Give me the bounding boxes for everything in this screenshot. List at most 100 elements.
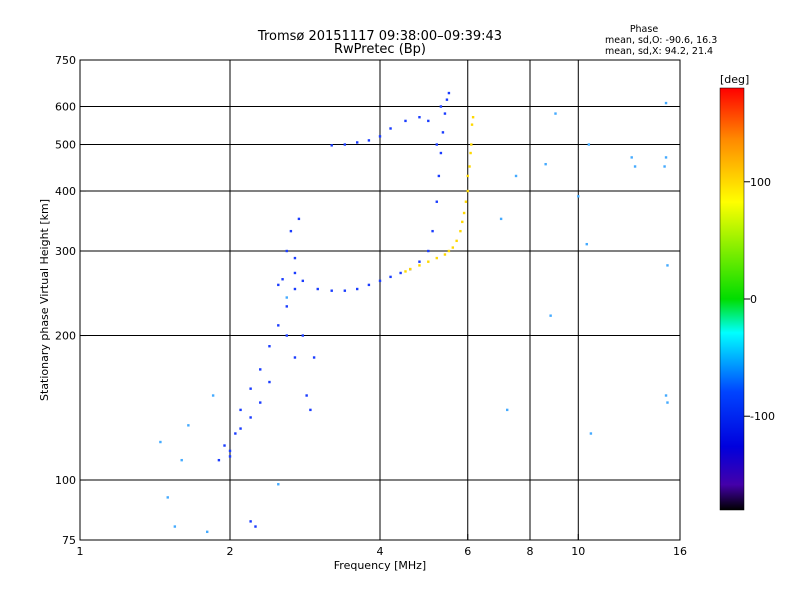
data-point-scattered bbox=[499, 217, 503, 221]
data-point-x bbox=[466, 189, 469, 193]
data-point-o bbox=[367, 283, 371, 287]
data-point-o bbox=[249, 520, 252, 523]
data-point-scattered bbox=[663, 165, 666, 168]
data-point-scattered bbox=[630, 156, 633, 159]
data-point-x bbox=[404, 270, 407, 273]
data-point-scattered bbox=[664, 394, 668, 397]
data-point-o bbox=[418, 260, 421, 263]
x-tick-label: 6 bbox=[464, 545, 471, 558]
data-point-scattered bbox=[664, 156, 668, 159]
data-point-o bbox=[293, 256, 297, 260]
y-tick-label: 100 bbox=[55, 474, 76, 487]
data-point-o bbox=[389, 275, 392, 279]
data-point-scattered bbox=[664, 101, 668, 105]
y-axis-label: Stationary phase Virtual Height [km] bbox=[38, 199, 51, 401]
data-point-scattered bbox=[544, 162, 547, 166]
colorbar-label: [deg] bbox=[720, 73, 749, 86]
data-point-o bbox=[439, 151, 443, 155]
data-point-o bbox=[239, 408, 242, 412]
data-point-o bbox=[285, 249, 288, 253]
data-point-o bbox=[427, 119, 430, 123]
y-tick-label: 500 bbox=[55, 139, 76, 152]
data-point-scattered bbox=[585, 242, 588, 246]
data-point-x bbox=[466, 174, 469, 178]
data-point-scattered bbox=[159, 440, 162, 444]
stats-line-o: mean, sd,O: -90.6, 16.3 bbox=[605, 35, 717, 46]
data-point-scattered bbox=[554, 112, 557, 115]
data-point-o bbox=[277, 324, 280, 327]
colorbar bbox=[719, 87, 745, 511]
data-point-scattered bbox=[587, 143, 591, 146]
data-point-scattered bbox=[180, 458, 183, 462]
data-point-o bbox=[249, 387, 252, 390]
data-point-x bbox=[461, 220, 464, 224]
data-point-o bbox=[228, 449, 232, 453]
x-tick-label: 2 bbox=[227, 545, 234, 558]
colorbar-ticks: 100 0 -100 bbox=[744, 176, 775, 423]
data-point-o bbox=[234, 432, 237, 435]
data-point-o bbox=[309, 408, 312, 412]
data-point-x bbox=[470, 123, 474, 126]
data-point-o bbox=[447, 91, 451, 95]
data-point-x bbox=[455, 239, 458, 243]
data-point-scattered bbox=[277, 483, 280, 486]
data-point-o bbox=[378, 279, 382, 283]
data-point-x bbox=[443, 253, 447, 256]
data-point-o bbox=[293, 271, 297, 275]
axis-ticks: 1 2 4 6 8 10 16 75 100 200 300 400 500 600 750 bbox=[55, 54, 687, 558]
data-point-o bbox=[254, 525, 257, 528]
y-tick-label: 75 bbox=[62, 534, 76, 547]
chart-title: Tromsø 20151117 09:38:00–09:39:43 bbox=[257, 29, 502, 44]
y-tick-label: 600 bbox=[55, 101, 76, 114]
colorbar-tick-label: 100 bbox=[750, 176, 771, 189]
data-point-x bbox=[451, 246, 455, 249]
data-point-scattered bbox=[666, 264, 669, 267]
data-point-o bbox=[443, 112, 447, 115]
data-point-x bbox=[470, 143, 473, 146]
data-point-o bbox=[268, 380, 271, 384]
data-point-o bbox=[441, 131, 445, 134]
data-point-o bbox=[435, 143, 438, 146]
x-tick-label: 10 bbox=[571, 545, 585, 558]
data-point-o bbox=[293, 287, 297, 291]
data-point-scattered bbox=[173, 525, 177, 528]
data-point-o bbox=[316, 287, 319, 291]
data-point-o bbox=[285, 305, 288, 308]
data-point-o bbox=[228, 455, 232, 458]
chart-subtitle: RwPretec (Bp) bbox=[334, 42, 426, 57]
data-point-x bbox=[469, 151, 472, 155]
y-tick-label: 750 bbox=[55, 54, 76, 67]
data-point-x bbox=[462, 211, 466, 215]
data-point-o bbox=[249, 416, 252, 419]
data-point-scattered bbox=[211, 394, 215, 397]
data-point-o bbox=[378, 135, 382, 138]
data-point-o bbox=[281, 278, 284, 281]
data-point-scattered bbox=[549, 314, 552, 317]
data-point-o bbox=[259, 368, 262, 371]
data-point-o bbox=[399, 271, 402, 275]
data-points bbox=[159, 91, 669, 534]
colorbar-tick-label: -100 bbox=[750, 410, 775, 423]
y-tick-label: 200 bbox=[55, 330, 76, 343]
data-point-scattered bbox=[577, 195, 580, 198]
data-point-o bbox=[355, 141, 359, 144]
data-point-o bbox=[297, 217, 301, 221]
x-tick-label: 16 bbox=[673, 545, 687, 558]
data-point-o bbox=[445, 98, 449, 101]
data-point-o bbox=[355, 287, 359, 291]
data-point-o bbox=[301, 334, 305, 337]
data-point-o bbox=[330, 144, 333, 147]
data-point-o bbox=[285, 334, 288, 337]
data-point-scattered bbox=[285, 296, 288, 299]
data-point-o bbox=[301, 279, 305, 283]
data-point-x bbox=[427, 260, 430, 263]
data-point-x bbox=[464, 200, 468, 203]
data-point-x bbox=[459, 229, 462, 233]
colorbar-tick-label: 0 bbox=[750, 293, 757, 306]
data-point-o bbox=[217, 458, 221, 462]
data-point-o bbox=[404, 119, 407, 123]
data-point-scattered bbox=[505, 408, 509, 412]
data-point-scattered bbox=[187, 424, 190, 427]
y-tick-label: 400 bbox=[55, 185, 76, 198]
